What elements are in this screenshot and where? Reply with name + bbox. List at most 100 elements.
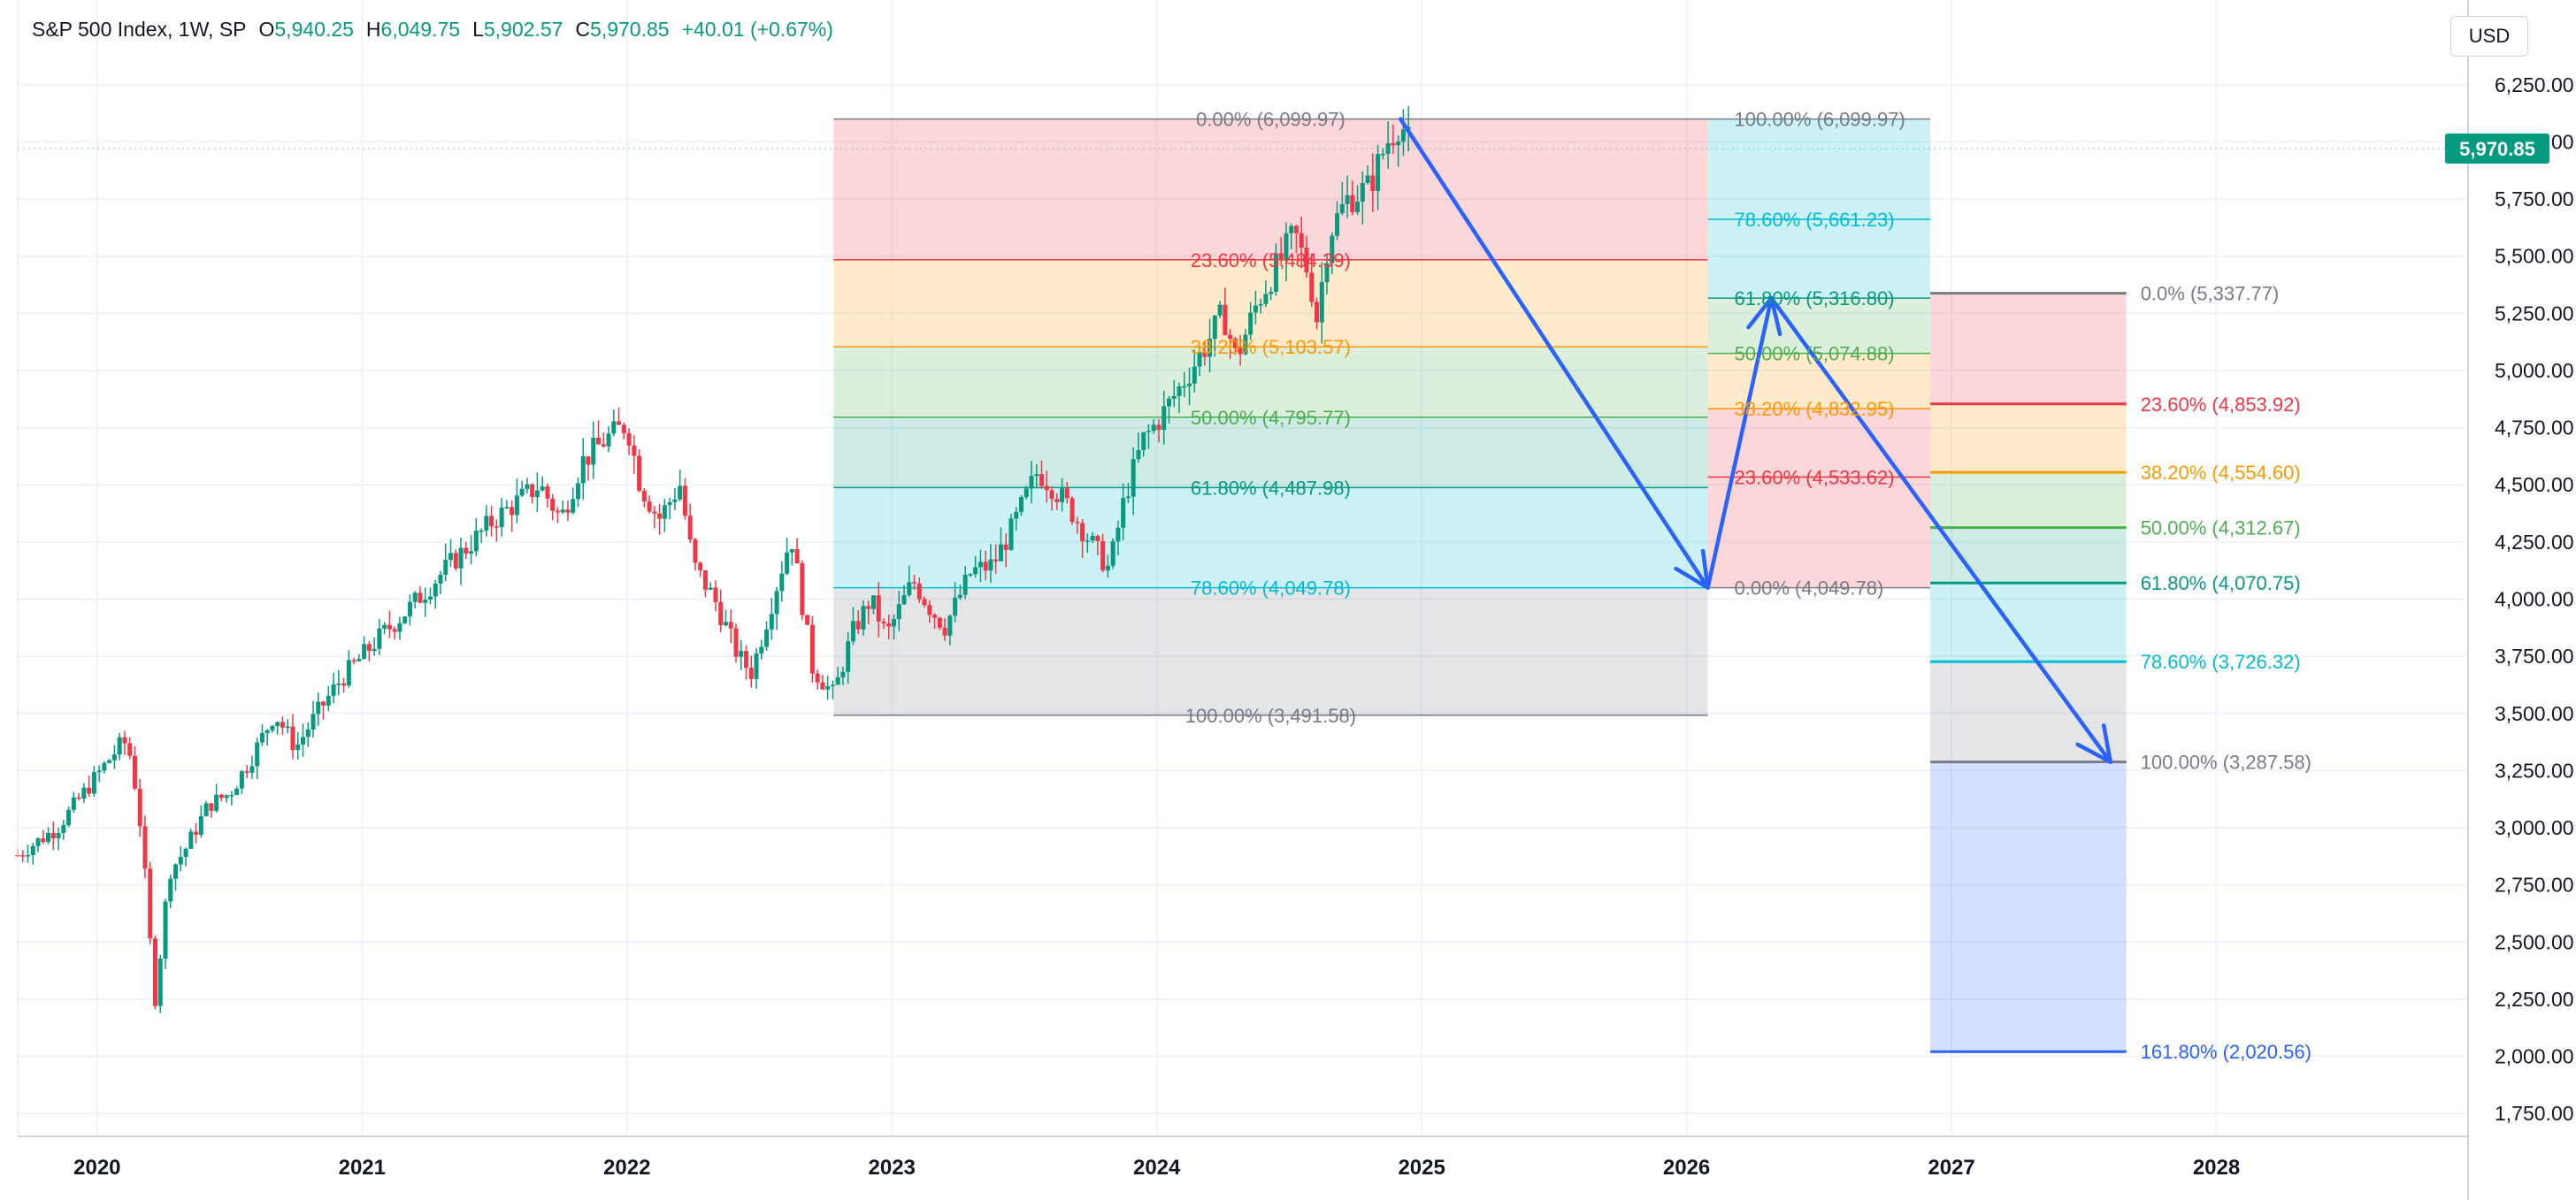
- candle-body: [484, 516, 489, 531]
- candle-body: [693, 539, 698, 563]
- candle-body: [901, 594, 907, 605]
- fib-zone: [1930, 403, 2127, 473]
- candle-body: [1024, 488, 1029, 498]
- candle-body: [637, 455, 642, 492]
- candle-body: [346, 660, 351, 686]
- currency-button[interactable]: USD: [2450, 16, 2528, 57]
- candle-body: [988, 559, 993, 571]
- candle-body: [1345, 195, 1350, 204]
- candle-body: [519, 488, 525, 496]
- candle-body: [754, 653, 759, 679]
- x-tick-label: 2027: [1928, 1156, 1974, 1180]
- candle-body: [1018, 497, 1024, 512]
- fib-level-label: 100.00% (3,491.58): [1185, 705, 1356, 727]
- projection-arrow-line[interactable]: [1769, 295, 2112, 764]
- candle-body: [1070, 498, 1075, 523]
- candle-body: [1238, 348, 1243, 355]
- y-tick-label: 2,500.00: [2495, 930, 2574, 953]
- candle-body: [1121, 498, 1126, 528]
- fib-level-label: 100.00% (3,287.58): [2141, 752, 2312, 774]
- candle-body: [1039, 474, 1045, 486]
- candle-body: [1278, 253, 1284, 259]
- projection-arrows[interactable]: [1398, 117, 2112, 764]
- candle-body: [606, 433, 611, 447]
- candle-body: [117, 737, 122, 755]
- candle-body: [962, 574, 968, 595]
- candle-body: [1100, 540, 1106, 571]
- candle-body: [769, 614, 774, 630]
- candle-body: [203, 803, 209, 816]
- candle-body: [397, 623, 402, 632]
- candle-body: [157, 959, 163, 1006]
- candle-body: [443, 560, 448, 575]
- candle-body: [937, 617, 942, 628]
- candle-body: [1085, 540, 1090, 542]
- candle-body: [835, 677, 840, 685]
- candle-body: [1049, 490, 1054, 500]
- candle-body: [682, 485, 687, 516]
- last-price-label: 5,970.85: [2459, 138, 2535, 160]
- candle-body: [504, 507, 510, 508]
- candle-body: [617, 421, 622, 425]
- candle-body: [96, 770, 102, 773]
- candle-body: [111, 754, 117, 761]
- candle-body: [448, 553, 454, 561]
- candle-body: [957, 594, 962, 598]
- projection-arrow-line[interactable]: [1398, 117, 1710, 590]
- candle-body: [362, 644, 367, 660]
- candle-body: [494, 526, 499, 528]
- candle-body: [1243, 334, 1248, 355]
- candle-body: [1309, 272, 1315, 302]
- y-tick-label: 4,500.00: [2495, 473, 2574, 496]
- projection-arrow-line[interactable]: [1706, 295, 1774, 590]
- candle-body: [1131, 459, 1136, 497]
- candle-body: [601, 444, 606, 447]
- candle-body: [127, 743, 133, 756]
- candle-body: [20, 855, 26, 857]
- candle-body: [1208, 339, 1213, 357]
- candle-body: [739, 651, 744, 657]
- candle-body: [392, 629, 397, 632]
- candle-body: [244, 771, 249, 773]
- fib-zone: [833, 259, 1708, 348]
- candle-body: [1284, 233, 1289, 259]
- candle-body: [702, 569, 708, 590]
- candle-body: [907, 582, 912, 595]
- fibonacci-levels[interactable]: [833, 118, 2127, 1053]
- candle-body: [1273, 253, 1278, 292]
- candle-body: [596, 438, 602, 445]
- y-tick-label: 4,000.00: [2495, 588, 2574, 611]
- candle-body: [458, 547, 464, 569]
- x-tick-label: 2023: [869, 1156, 916, 1180]
- candle-body: [580, 455, 586, 484]
- candle-body: [341, 683, 347, 686]
- candle-body: [305, 730, 310, 738]
- candle-body: [132, 755, 137, 789]
- x-tick-label: 2024: [1133, 1156, 1181, 1180]
- candle-body: [1355, 202, 1361, 212]
- candle-body: [1162, 406, 1167, 431]
- candle-body: [1319, 282, 1324, 323]
- candle-body: [1156, 424, 1162, 431]
- candle-body: [809, 624, 815, 674]
- candle-body: [1090, 535, 1095, 541]
- candle-body: [382, 624, 387, 629]
- candle-body: [377, 628, 382, 649]
- candle-body: [840, 671, 846, 678]
- candle-body: [892, 619, 897, 627]
- candle-body: [1289, 225, 1294, 233]
- candle-body: [993, 559, 999, 562]
- symbol-title: S&P 500 Index, 1W, SP: [32, 18, 247, 41]
- symbol-legend[interactable]: S&P 500 Index, 1W, SP O5,940.25 H6,049.75 L…: [32, 18, 833, 42]
- candle-body: [61, 825, 66, 833]
- candle-body: [1008, 518, 1014, 550]
- candle-body: [50, 832, 56, 838]
- candle-body: [26, 855, 31, 857]
- candle-body: [1166, 398, 1171, 407]
- candle-body: [356, 659, 362, 661]
- low-value: 5,902.57: [483, 18, 564, 41]
- candle-body: [947, 615, 953, 636]
- candle-body: [71, 797, 76, 810]
- candle-body: [209, 803, 214, 811]
